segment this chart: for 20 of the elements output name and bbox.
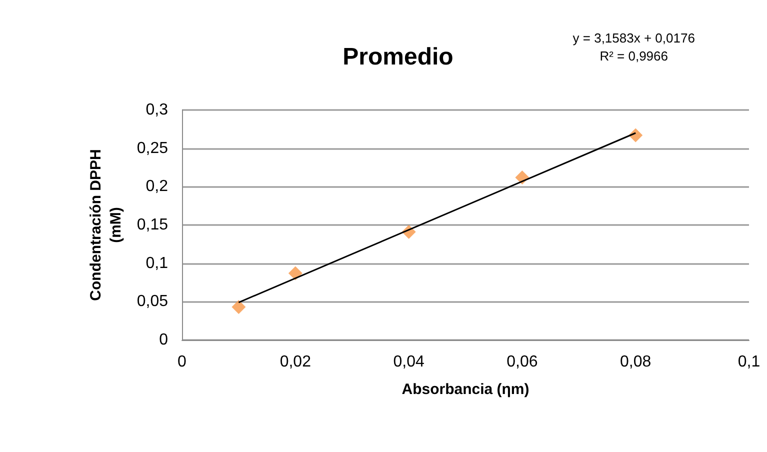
x-tick-label: 0,1: [738, 354, 760, 370]
y-tick-label: 0: [159, 332, 168, 348]
y-tick-label: 0,25: [136, 140, 168, 157]
text: y = 3,1583x + 0,0176: [572, 30, 695, 46]
y-tick-label: 0,2: [146, 178, 168, 196]
x-tick-label: 0,06: [506, 354, 538, 370]
text: R² = 0,9966: [600, 48, 668, 64]
x-tick-label: 0,04: [393, 354, 424, 370]
y-tick-label: 0,3: [146, 102, 168, 118]
y-tick-label: 0,15: [136, 216, 168, 234]
point: [288, 266, 302, 280]
y-tick-label: 0,1: [146, 254, 168, 272]
x-tick-label: 0,02: [280, 354, 312, 370]
y-axis-title: Condentración DPPH (mM): [87, 149, 124, 301]
x-axis-title: Absorbancia (ηm): [402, 381, 530, 398]
point: [232, 300, 246, 314]
x-tick-label: 0: [178, 354, 187, 370]
x-tick-label: 0,08: [620, 354, 652, 370]
chart-title: Promedio: [342, 44, 454, 70]
y-tick-label: 0,05: [136, 293, 168, 310]
